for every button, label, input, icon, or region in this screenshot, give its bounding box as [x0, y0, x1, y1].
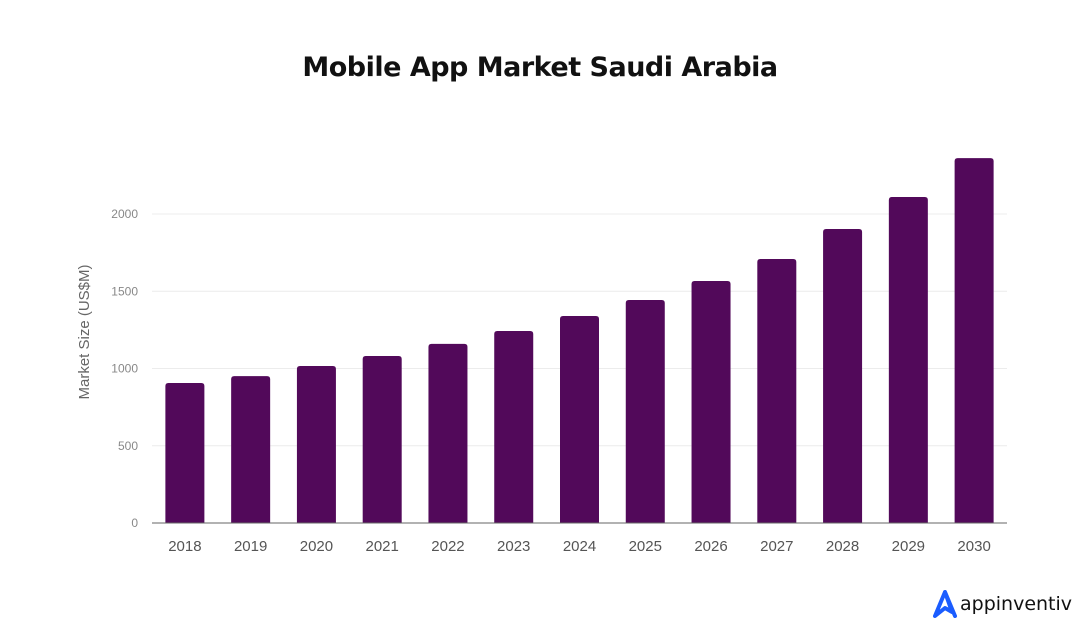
x-tick-label: 2019	[234, 538, 267, 555]
y-tick-label: 500	[118, 439, 138, 453]
y-tick-label: 0	[131, 516, 138, 530]
bar-2029	[888, 197, 928, 523]
bar-2026	[691, 281, 731, 523]
bar-2025	[625, 300, 665, 523]
y-tick-label: 2000	[111, 207, 138, 221]
x-tick-label: 2025	[629, 538, 662, 555]
bar-2027	[757, 258, 797, 523]
x-tick-label: 2029	[892, 538, 925, 555]
bar-2018	[165, 383, 205, 523]
bar-2021	[362, 355, 402, 523]
x-tick-label: 2026	[694, 538, 727, 555]
bar-2024	[560, 315, 599, 523]
y-axis-label: Market Size (US$M)	[76, 264, 93, 399]
y-tick-label: 1500	[111, 284, 138, 298]
bar-2023	[494, 330, 534, 523]
logo-text: appinventiv	[960, 593, 1073, 615]
bar-2022	[428, 343, 468, 523]
y-tick-label: 1000	[111, 362, 138, 376]
bar-2030	[954, 158, 994, 524]
x-tick-label: 2023	[497, 538, 530, 555]
x-tick-label: 2020	[300, 538, 333, 555]
appinventiv-logo: appinventiv	[932, 590, 1072, 618]
x-tick-label: 2022	[431, 538, 464, 555]
bar-2020	[296, 366, 336, 523]
x-tick-label: 2024	[563, 538, 596, 555]
x-tick-label: 2030	[957, 538, 990, 555]
appinventiv-logo-icon	[933, 590, 957, 618]
x-tick-label: 2028	[826, 538, 859, 555]
x-tick-label: 2021	[366, 538, 399, 555]
bar-2028	[823, 228, 863, 523]
bar-2019	[231, 376, 271, 523]
x-tick-label: 2027	[760, 538, 793, 555]
chart-title: Mobile App Market Saudi Arabia	[302, 52, 778, 83]
x-tick-label: 2018	[168, 538, 201, 555]
